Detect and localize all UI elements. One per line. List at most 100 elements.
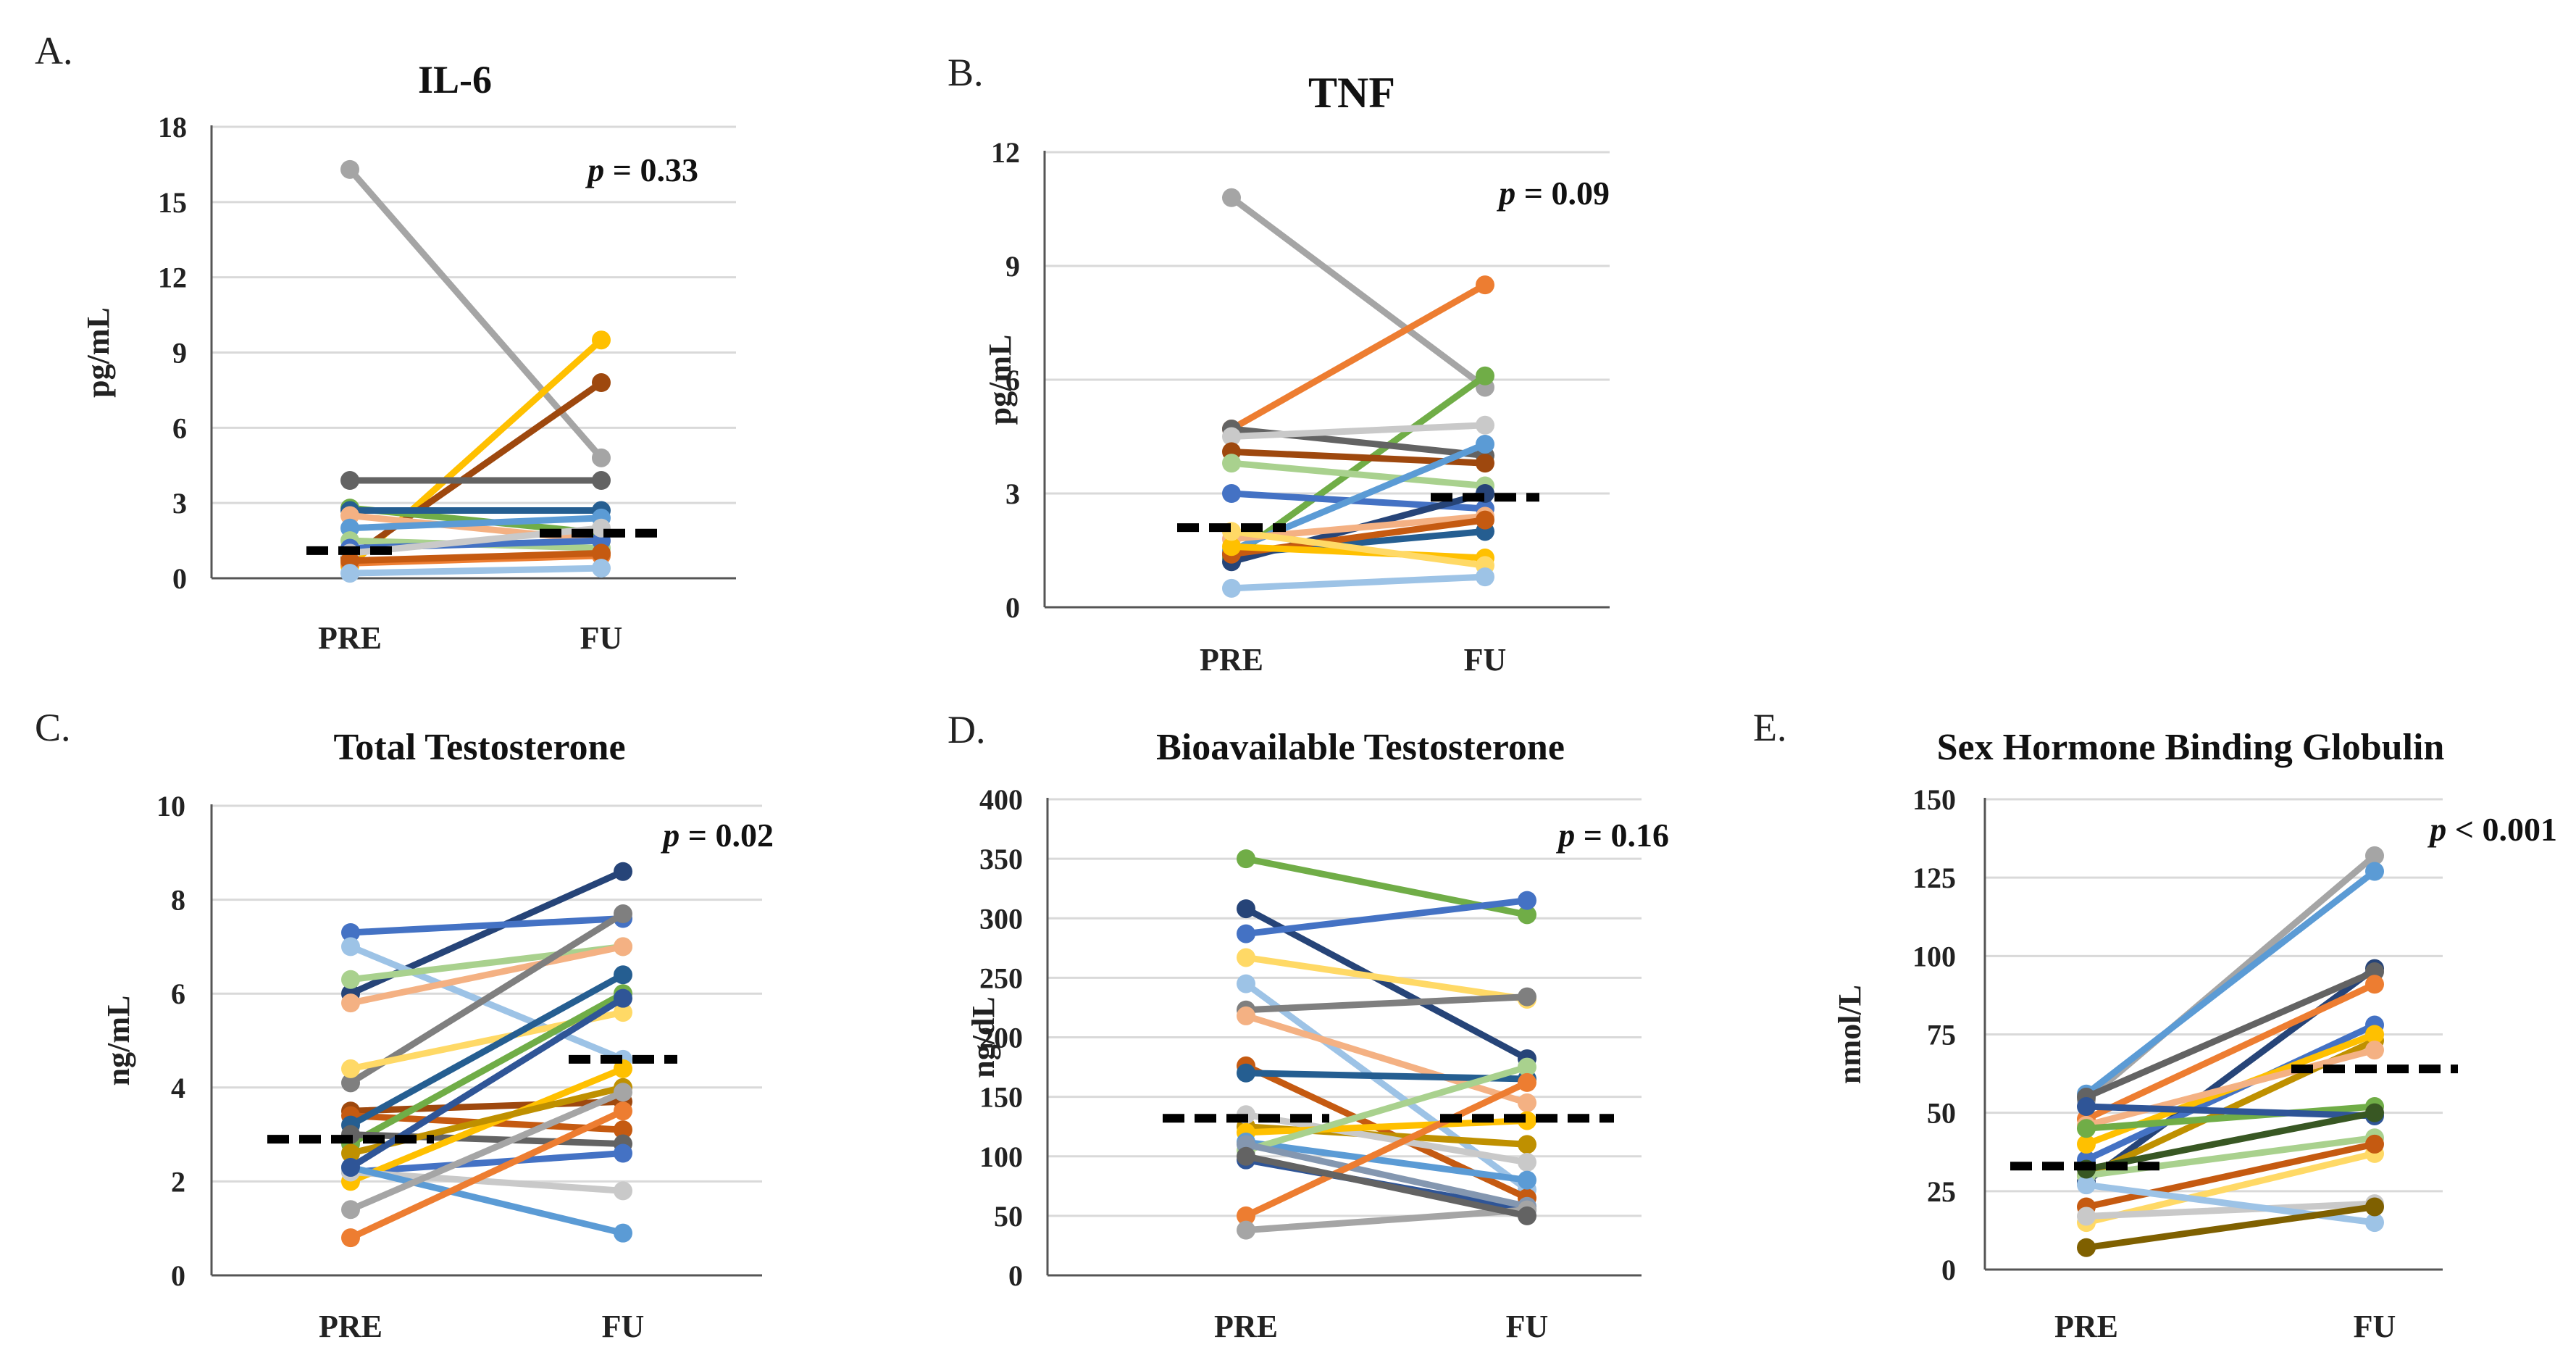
series-line <box>1242 905 1531 1062</box>
data-point-fu <box>1518 1170 1536 1190</box>
data-point-fu <box>614 1143 632 1163</box>
y-tick-label: 50 <box>994 1200 1023 1233</box>
series-18 <box>341 1101 632 1248</box>
p-value-text: = 0.09 <box>1515 175 1610 212</box>
y-tick-label: 0 <box>1008 1259 1023 1292</box>
panel-letter: C. <box>35 706 71 749</box>
data-point-fu <box>592 373 611 393</box>
y-tick-label: 6 <box>1005 364 1020 396</box>
data-point-pre <box>340 471 359 491</box>
p-value-text: < 0.001 <box>2446 811 2557 848</box>
y-tick-label: 200 <box>979 1022 1023 1054</box>
series-line <box>1242 1138 1531 1184</box>
series-line <box>1242 897 1531 938</box>
data-point-pre <box>1237 1006 1255 1025</box>
data-point-fu <box>592 559 611 578</box>
y-tick-label: 3 <box>1005 478 1020 510</box>
data-point-pre <box>1222 537 1241 557</box>
series-line <box>1242 1117 1531 1136</box>
y-tick-label: 150 <box>979 1081 1023 1114</box>
series-line <box>2083 1200 2378 1220</box>
data-point-pre <box>1237 1220 1255 1240</box>
series-16 <box>1222 567 1494 598</box>
series-1 <box>1222 188 1494 397</box>
series-line <box>2083 1109 2378 1173</box>
data-point-fu <box>2365 1025 2384 1044</box>
data-point-fu <box>1518 1072 1536 1092</box>
series-2 <box>1222 275 1494 439</box>
chart-title: Total Testosterone <box>333 727 625 768</box>
series-17 <box>2077 1197 2384 1257</box>
data-point-pre <box>341 1143 360 1163</box>
y-tick-label: 6 <box>171 978 185 1010</box>
data-point-fu <box>614 1059 632 1078</box>
data-point-pre <box>1222 427 1241 446</box>
data-point-fu <box>2365 846 2384 865</box>
x-tick-label: PRE <box>318 620 382 656</box>
series-line <box>347 1107 627 1241</box>
y-tick-label: 12 <box>991 136 1020 169</box>
data-point-pre <box>1237 1063 1255 1083</box>
p-value-text: = 0.16 <box>1575 817 1669 854</box>
data-point-pre <box>2077 1207 2096 1226</box>
chart-title: TNF <box>1308 69 1395 117</box>
data-point-fu <box>614 1101 632 1121</box>
data-point-fu <box>1518 1093 1536 1112</box>
data-point-pre <box>341 1059 360 1078</box>
data-point-pre <box>2077 1119 2096 1138</box>
series-line <box>1242 1079 1531 1220</box>
data-point-pre <box>1222 188 1241 207</box>
data-point-fu <box>1518 1206 1536 1225</box>
x-tick-label: PRE <box>319 1309 382 1344</box>
y-tick-label: 8 <box>171 884 185 917</box>
data-point-fu <box>1518 987 1536 1007</box>
series-3 <box>1237 891 1536 943</box>
series-line <box>2083 868 2378 1098</box>
series-line <box>1242 1141 1531 1210</box>
x-tick-label: PRE <box>1200 642 1263 678</box>
y-tick-label: 0 <box>1941 1254 1956 1286</box>
data-point-fu <box>2365 862 2384 881</box>
data-point-fu <box>1476 567 1494 587</box>
series-line <box>347 910 627 1086</box>
series-line <box>1228 573 1489 592</box>
data-point-pre <box>1237 1206 1255 1225</box>
series-line <box>346 549 605 564</box>
series-line <box>346 166 605 462</box>
y-tick-label: 0 <box>1005 591 1020 624</box>
series-line <box>1242 1207 1531 1234</box>
data-point-fu <box>2365 1134 2384 1154</box>
y-tick-label: 50 <box>1927 1097 1956 1130</box>
data-point-pre <box>341 1200 360 1220</box>
data-point-fu <box>2365 1213 2384 1233</box>
series-line <box>2083 1134 2378 1179</box>
y-tick-label: 2 <box>171 1165 185 1198</box>
panel-a: A. IL-6 0 3 6 9 12 15 18 pg/mL PRE FU p = 0.33 <box>35 29 736 656</box>
y-tick-label: 400 <box>979 783 1023 816</box>
data-point-fu <box>592 543 611 563</box>
series-line <box>2083 1103 2378 1120</box>
y-tick-label: 350 <box>979 843 1023 875</box>
y-tick-label: 3 <box>172 487 187 520</box>
y-tick-label: 100 <box>1912 940 1956 972</box>
data-point-fu <box>2365 1103 2384 1122</box>
data-point-fu <box>1476 275 1494 295</box>
series-line <box>1228 459 1489 490</box>
p-value: p = 0.02 <box>660 817 774 854</box>
series-line <box>2083 1203 2378 1251</box>
series-line <box>1228 422 1489 440</box>
data-point-fu <box>1518 1152 1536 1172</box>
series-line <box>2083 980 2378 1122</box>
series-line <box>1242 1064 1531 1154</box>
series-line <box>347 1065 627 1185</box>
panel-e: E. Sex Hormone Binding Globulin 0 25 50 75 100… <box>1753 706 2557 1344</box>
p-value-symbol: p <box>660 817 679 854</box>
series-line <box>347 943 627 983</box>
data-point-pre <box>1237 899 1255 919</box>
x-tick-label: FU <box>602 1309 645 1344</box>
data-point-fu <box>614 1181 632 1201</box>
data-point-pre <box>341 993 360 1013</box>
series-4 <box>340 471 611 491</box>
data-point-fu <box>1476 510 1494 530</box>
